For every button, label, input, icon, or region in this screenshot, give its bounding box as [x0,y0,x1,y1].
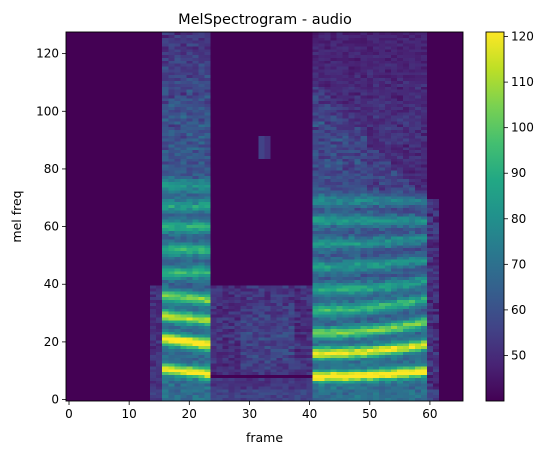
colorbar-gradient [486,32,504,401]
colorbar-tick-label: 120 [511,30,534,44]
colorbar-tick-label: 50 [511,348,526,362]
x-tick-label: 40 [302,407,317,421]
colorbar-ticks: 50 60 70 80 90 100 110 120 [504,30,534,362]
y-tick-label: 60 [44,220,59,234]
y-tick-label: 100 [36,104,59,118]
x-axis-label: frame [246,430,283,445]
colorbar-tick-label: 60 [511,303,526,317]
y-tick-label: 40 [44,277,59,291]
colorbar-tick-label: 70 [511,257,526,271]
colorbar-tick-label: 90 [511,166,526,180]
x-tick-label: 10 [122,407,137,421]
colorbar-tick-label: 80 [511,212,526,226]
x-tick-label: 60 [422,407,437,421]
heatmap-plot-area [65,31,464,402]
x-tick-label: 0 [65,407,73,421]
heatmap-image [66,32,463,401]
y-tick-label: 0 [51,393,59,407]
colorbar-tick-label: 100 [511,121,534,135]
x-tick-label: 50 [362,407,377,421]
y-tick-label: 20 [44,335,59,349]
colorbar-tick-label: 110 [511,75,534,89]
colorbar-frame [485,31,505,402]
y-axis-ticks: 0 20 40 60 80 100 120 [36,47,66,407]
x-tick-label: 30 [242,407,257,421]
y-tick-label: 120 [36,47,59,61]
y-tick-label: 80 [44,162,59,176]
x-axis-ticks: 0 10 20 30 40 50 60 [65,401,438,421]
x-tick-label: 20 [182,407,197,421]
plot-frame [65,31,464,402]
chart-title: MelSpectrogram - audio [178,12,352,28]
colorbar [485,31,505,402]
y-axis-label: mel freq [9,190,24,242]
